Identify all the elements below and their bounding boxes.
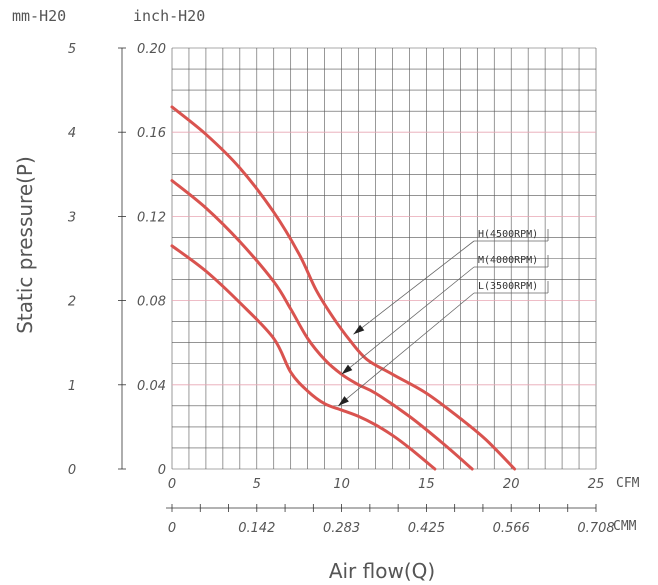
y-inch-tick-label: 0.04 xyxy=(137,379,166,394)
curve-h xyxy=(170,105,517,471)
x-cmm-tick-label: 0.283 xyxy=(323,521,360,536)
plot-grid xyxy=(171,47,597,470)
curve-m xyxy=(170,179,474,471)
y-mm-tick-label: 2 xyxy=(68,295,76,310)
callout-label: H(4500RPM) xyxy=(478,229,538,240)
x-cmm-tick-label: 0 xyxy=(168,521,176,536)
x-cfm-tick-label: 10 xyxy=(333,477,350,492)
y-axis: 0.20 0.16 0.12 0.08 0.04 0 5 4 3 2 1 0 xyxy=(68,42,166,478)
x-cfm-tick-label: 5 xyxy=(253,477,261,492)
callout-label: L(3500RPM) xyxy=(478,281,538,292)
callout-arrowhead xyxy=(353,324,365,335)
y-mm-tick-label: 5 xyxy=(68,42,76,57)
x-cfm-tick-label: 20 xyxy=(503,477,520,492)
y-inch-tick-label: 0.16 xyxy=(137,126,166,141)
callout-leader-line xyxy=(353,240,475,335)
x-cfm-tick-label: 25 xyxy=(588,477,605,492)
callout-leader-line xyxy=(341,266,475,375)
x-cmm-tick-label: 0.708 xyxy=(577,521,614,536)
y-mm-tick-label: 1 xyxy=(68,379,76,394)
curve-l xyxy=(170,244,437,471)
callout-l: L(3500RPM) xyxy=(337,281,549,407)
inch-unit-header: inch-H20 xyxy=(133,7,205,25)
callout-m: M(4000RPM) xyxy=(341,255,549,375)
callout-h: H(4500RPM) xyxy=(353,229,549,335)
curve-callouts: H(4500RPM) M(4000RPM) L(3500RPM) xyxy=(337,229,549,407)
x-cfm-tick-label: 15 xyxy=(418,477,435,492)
curves xyxy=(170,105,517,471)
x-cmm-tick-label: 0.142 xyxy=(238,521,275,536)
x-axis-label: Air flow(Q) xyxy=(329,559,435,583)
callout-leader-line xyxy=(337,292,475,407)
y-mm-tick-label: 0 xyxy=(68,463,76,478)
x-cmm-tick-label: 0.425 xyxy=(408,521,445,536)
y-inch-tick-label: 0.20 xyxy=(137,42,166,57)
y-mm-tick-label: 4 xyxy=(68,126,76,141)
x-cmm-tick-label: 0.566 xyxy=(493,521,530,536)
y-inch-tick-label: 0.12 xyxy=(137,210,166,225)
callout-arrowhead xyxy=(341,364,353,375)
mm-unit-header: mm-H20 xyxy=(12,7,66,25)
y-axis-label: Static pressure(P) xyxy=(13,156,37,334)
x-cmm-unit: CMM xyxy=(613,519,637,534)
x-cfm-unit: CFM xyxy=(616,476,640,491)
x-cfm-tick-label: 0 xyxy=(168,477,176,492)
y-mm-tick-label: 3 xyxy=(68,210,76,225)
callout-label: M(4000RPM) xyxy=(478,255,538,266)
callout-arrowhead xyxy=(338,396,349,406)
y-inch-tick-label: 0 xyxy=(158,463,166,478)
y-inch-tick-label: 0.08 xyxy=(137,295,166,310)
x-axis: 0 5 10 15 20 25 CFM 0 0.142 0.283 0.425 0.566 0.708C… xyxy=(166,476,640,536)
